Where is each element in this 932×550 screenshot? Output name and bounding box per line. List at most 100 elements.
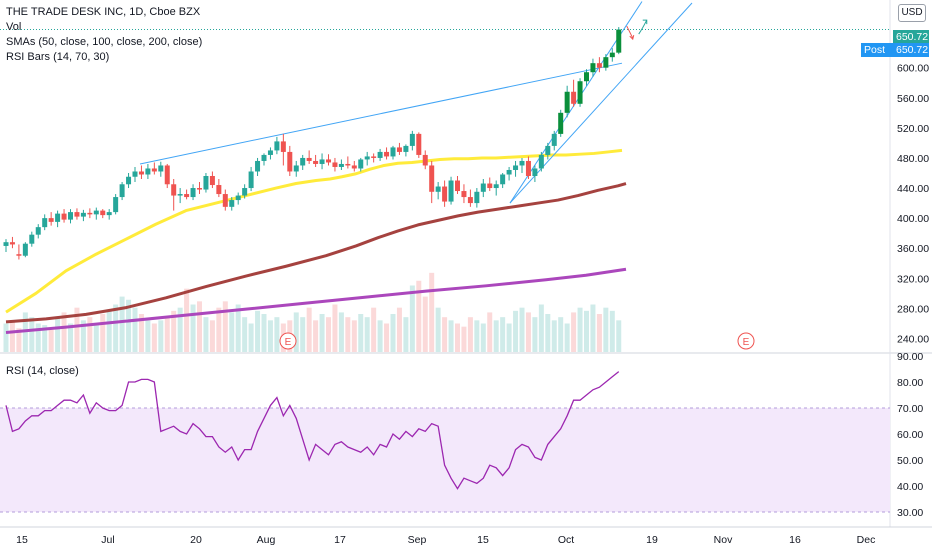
price-tick-label: 520.00 [897,123,929,135]
candle [571,79,577,107]
candle [242,184,248,199]
candle [87,208,93,219]
rsi-legend[interactable]: RSI (14, close) [6,365,79,377]
candle [487,177,493,192]
candle [474,188,480,208]
volume-bar [532,317,538,352]
candle [584,69,589,86]
candle [274,136,280,155]
volume-legend[interactable]: Vol [6,21,22,33]
candle [603,54,609,71]
candle [293,160,299,177]
candle-body [609,52,615,58]
candle-body [306,157,312,161]
price-tick-label: 360.00 [897,243,929,255]
candle-body [384,151,390,157]
volume-bar [564,323,570,352]
volume-bar [584,310,589,352]
candle [371,153,377,163]
volume-bar [203,317,209,352]
volume-bar [151,323,157,352]
candle-body [455,180,460,192]
candle [519,157,525,173]
volume-bar [338,312,344,352]
candle-body [371,156,377,158]
rsi-tick-label: 40.00 [897,481,923,493]
candle-body [119,184,125,198]
candle-body [422,154,428,166]
candle-body [603,57,609,68]
candle [280,133,286,166]
candle [332,157,338,172]
candle [235,192,241,205]
time-tick-label: Aug [257,534,276,546]
time-tick-label: Dec [857,534,876,546]
rsi-band-fill [0,408,890,512]
sma-line [5,182,627,324]
candle [461,184,467,204]
candle-body [332,162,338,167]
volume-bar [119,296,125,352]
candle-body [48,218,54,222]
candle [190,184,196,201]
candle-body [345,163,351,166]
volume-bar [87,317,93,352]
candle [364,151,370,166]
volume-bar [216,307,222,352]
volume-bar [571,312,577,352]
candle [300,154,306,170]
last-price-tag: 650.72 [893,30,929,44]
candle-body [235,195,241,201]
volume-bar [274,317,280,352]
candle-body [35,227,41,235]
volume-bar [293,312,299,352]
price-tick-label: 480.00 [897,153,929,165]
volume-bar [371,307,377,352]
price-tick-label: 320.00 [897,273,929,285]
rsi-line [5,371,620,490]
candle-body [248,171,254,189]
volume-bar [42,325,48,352]
candle-body [596,63,602,68]
candle [48,212,54,226]
candle-body [396,147,402,152]
rsi-bars-legend[interactable]: RSI Bars (14, 70, 30) [6,51,110,63]
volume-bar [9,320,15,352]
volume-bar [261,314,267,352]
time-tick-label: Nov [714,534,733,546]
candle-body [55,213,61,222]
candle [590,58,596,77]
rsi-tick-label: 30.00 [897,507,923,519]
down-arrow-icon [626,25,635,41]
volume-bar [596,314,602,352]
candle [138,165,144,180]
candle-body [22,243,28,256]
volume-bar [448,320,454,352]
volume-bar [551,320,557,352]
currency-button[interactable]: USD [898,4,926,22]
candle-body [242,188,248,196]
candle-body [358,159,364,169]
volume-bar [377,320,383,352]
candle [29,231,35,247]
candle-body [287,151,293,172]
candle-body [435,186,441,192]
candle-body [177,194,183,196]
candle-body [409,133,415,146]
candle-body [158,165,164,172]
candle [113,194,119,215]
candle-body [545,145,551,155]
candle-body [29,234,35,244]
earnings-marker-circle [737,332,755,350]
sma-legend[interactable]: SMAs (50, close, 100, close, 200, close) [6,36,203,48]
volume-bar [332,304,338,352]
candle-body [113,197,119,213]
candle [203,172,209,193]
volume-bar [577,307,583,352]
volume-bar [190,304,196,352]
candle [197,182,202,195]
candle-body [616,29,622,53]
price-tick-label: 600.00 [897,63,929,75]
